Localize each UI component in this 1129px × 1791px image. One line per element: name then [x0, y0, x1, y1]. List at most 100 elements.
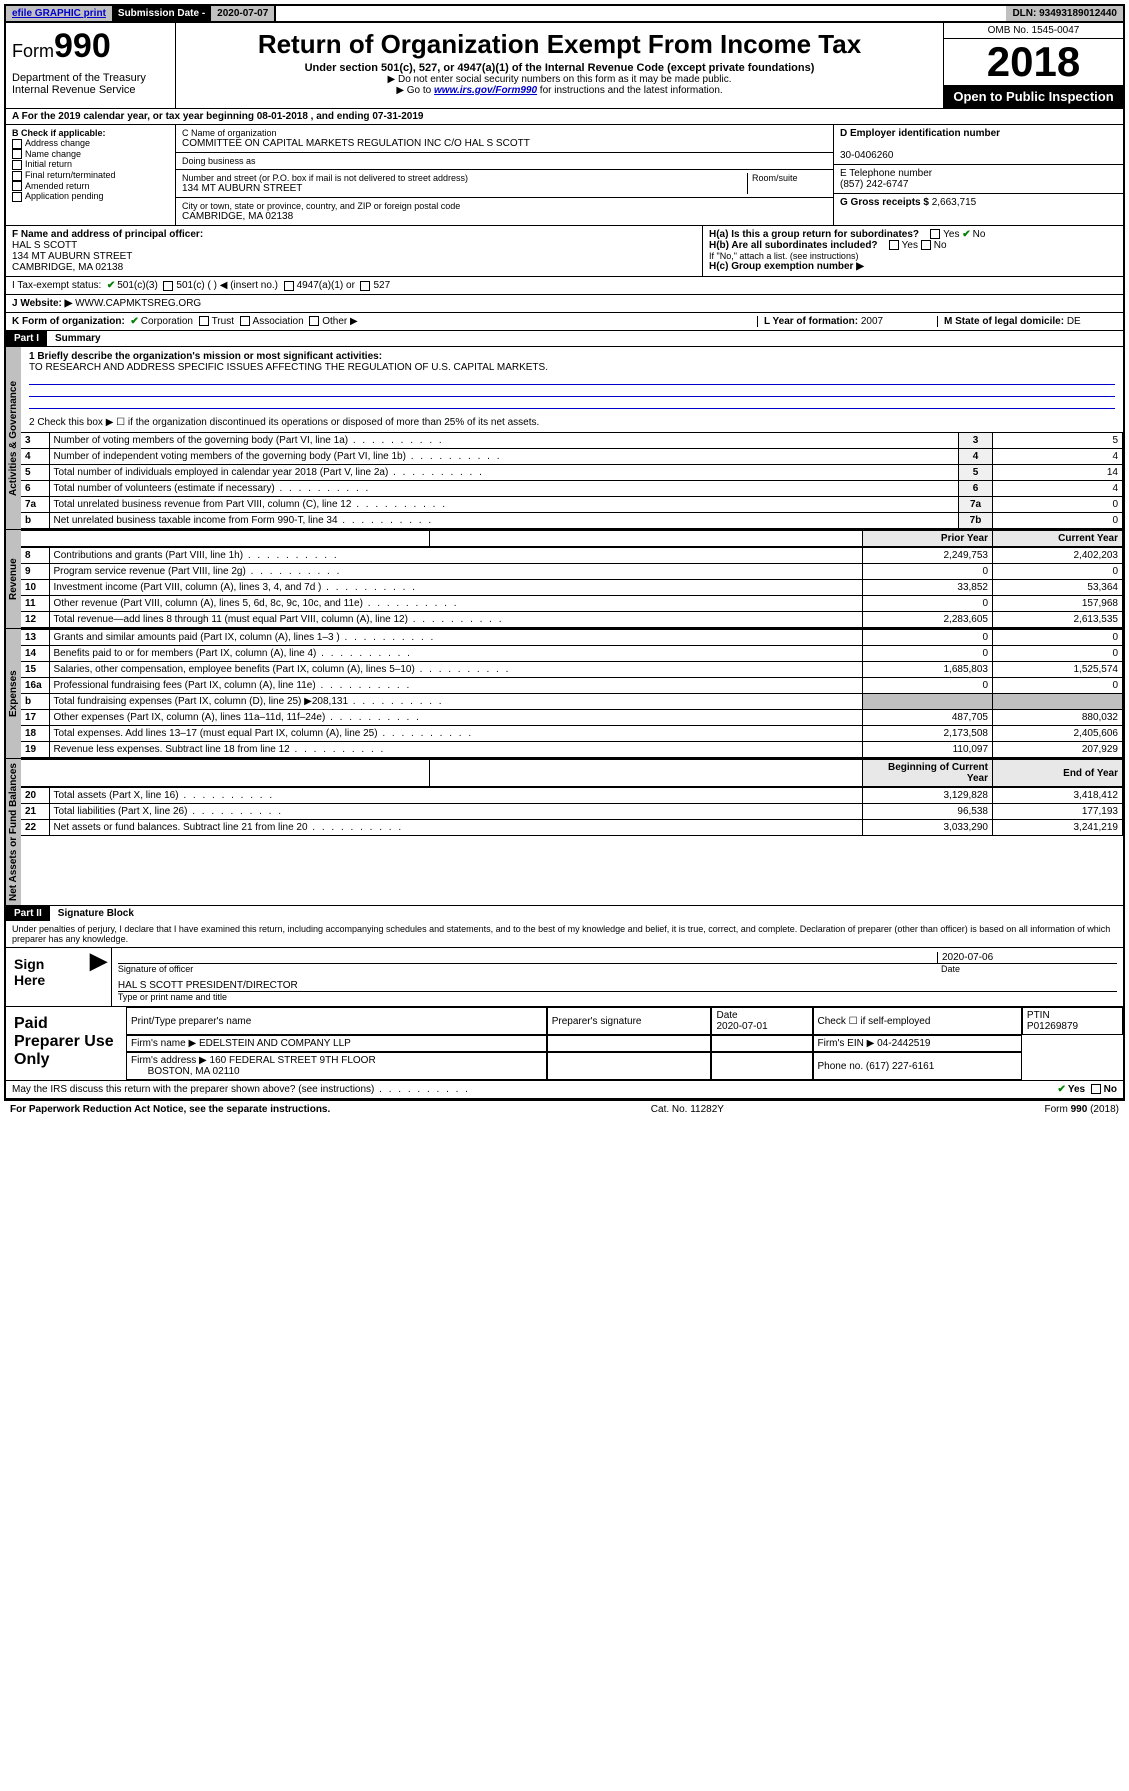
open-public-badge: Open to Public Inspection [944, 85, 1123, 108]
checkbox-hb-no[interactable] [921, 240, 931, 250]
table-row: 22 Net assets or fund balances. Subtract… [21, 820, 1123, 836]
box-i: I Tax-exempt status: 501(c)(3) 501(c) ( … [6, 277, 1123, 295]
checkbox-501c3[interactable] [107, 280, 117, 291]
period-row: A For the 2019 calendar year, or tax yea… [6, 109, 1123, 125]
table-row: b Net unrelated business taxable income … [21, 513, 1123, 529]
side-net: Net Assets or Fund Balances [6, 759, 21, 905]
firm-addr1: 160 FEDERAL STREET 9TH FLOOR [210, 1055, 376, 1066]
checkbox-final-return[interactable] [12, 171, 22, 181]
box-l: L Year of formation: 2007 [757, 316, 937, 327]
checkbox-ha-yes[interactable] [930, 229, 940, 239]
table-row: 14 Benefits paid to or for members (Part… [21, 646, 1123, 662]
checkbox-assoc[interactable] [240, 316, 250, 326]
subtitle3: ▶ Go to www.irs.gov/Form990 for instruct… [182, 85, 937, 96]
checkbox-corp[interactable] [130, 316, 140, 327]
checkbox-amended[interactable] [12, 181, 22, 191]
checkbox-discuss-no[interactable] [1091, 1084, 1101, 1094]
irs-link[interactable]: www.irs.gov/Form990 [434, 85, 537, 96]
checkbox-527[interactable] [360, 281, 370, 291]
phone: (857) 242-6747 [840, 179, 908, 190]
checkbox-discuss-yes[interactable] [1057, 1084, 1067, 1095]
org-name: COMMITTEE ON CAPITAL MARKETS REGULATION … [182, 138, 827, 149]
checkbox-ha-no[interactable] [962, 229, 972, 240]
table-row: 15 Salaries, other compensation, employe… [21, 662, 1123, 678]
box-h: H(a) Is this a group return for subordin… [703, 226, 1123, 276]
treasury-label: Department of the TreasuryInternal Reven… [12, 72, 169, 96]
efile-link[interactable]: efile GRAPHIC print [6, 6, 112, 21]
paid-preparer-block: Paid Preparer Use Only Print/Type prepar… [6, 1007, 1123, 1081]
form-body: Form990 Department of the TreasuryIntern… [4, 23, 1125, 1101]
table-row: 16a Professional fundraising fees (Part … [21, 678, 1123, 694]
side-expenses: Expenses [6, 629, 21, 758]
checkbox-other[interactable] [309, 316, 319, 326]
checkbox-4947[interactable] [284, 281, 294, 291]
entity-block: B Check if applicable: Address change Na… [6, 125, 1123, 226]
side-revenue: Revenue [6, 530, 21, 628]
topbar: efile GRAPHIC print Submission Date - 20… [4, 4, 1125, 23]
checkbox-hb-yes[interactable] [889, 240, 899, 250]
box-j: J Website: ▶ WWW.CAPMKTSREG.ORG [6, 295, 1123, 313]
firm-name: EDELSTEIN AND COMPANY LLP [199, 1038, 351, 1049]
form-number: Form990 [12, 27, 169, 66]
submission-date-label: Submission Date - [112, 6, 211, 21]
mission-text: TO RESEARCH AND ADDRESS SPECIFIC ISSUES … [29, 362, 548, 373]
org-city: CAMBRIDGE, MA 02138 [182, 211, 827, 222]
part2-header: Part IISignature Block [6, 906, 1123, 921]
tax-year: 2018 [944, 39, 1123, 85]
current-year-header: Current Year [993, 531, 1123, 547]
table-row: 20 Total assets (Part X, line 16) 3,129,… [21, 788, 1123, 804]
dln: DLN: 93493189012440 [1006, 6, 1123, 21]
table-row: 12 Total revenue—add lines 8 through 11 … [21, 612, 1123, 628]
footer: For Paperwork Reduction Act Notice, see … [4, 1101, 1125, 1118]
checkbox-name-change[interactable] [12, 149, 22, 159]
line2: 2 Check this box ▶ ☐ if the organization… [21, 413, 1123, 432]
table-row: 8 Contributions and grants (Part VIII, l… [21, 548, 1123, 564]
table-row: 11 Other revenue (Part VIII, column (A),… [21, 596, 1123, 612]
box-k: K Form of organization: Corporation Trus… [12, 316, 757, 327]
end-year-header: End of Year [993, 760, 1123, 787]
part1-header: Part ISummary [6, 331, 1123, 346]
table-row: 4 Number of independent voting members o… [21, 449, 1123, 465]
table-row: 13 Grants and similar amounts paid (Part… [21, 630, 1123, 646]
signer-name: HAL S SCOTT PRESIDENT/DIRECTOR [118, 980, 1117, 992]
box-g: G Gross receipts $ 2,663,715 [834, 194, 1123, 211]
table-row: 10 Investment income (Part VIII, column … [21, 580, 1123, 596]
subtitle1: Under section 501(c), 527, or 4947(a)(1)… [182, 62, 937, 74]
checkbox-app-pending[interactable] [12, 192, 22, 202]
submission-date: 2020-07-07 [211, 6, 276, 21]
table-row: 3 Number of voting members of the govern… [21, 433, 1123, 449]
box-d: D Employer identification number 30-0406… [834, 125, 1123, 165]
checkbox-trust[interactable] [199, 316, 209, 326]
table-row: 21 Total liabilities (Part X, line 26) 9… [21, 804, 1123, 820]
subtitle2: ▶ Do not enter social security numbers o… [182, 74, 937, 85]
box-b: B Check if applicable: Address change Na… [6, 125, 176, 225]
table-row: 17 Other expenses (Part IX, column (A), … [21, 710, 1123, 726]
table-row: b Total fundraising expenses (Part IX, c… [21, 694, 1123, 710]
checkbox-address-change[interactable] [12, 139, 22, 149]
checkbox-501c[interactable] [163, 281, 173, 291]
gross-receipts: 2,663,715 [932, 197, 977, 208]
org-street: 134 MT AUBURN STREET [182, 183, 747, 194]
table-row: 5 Total number of individuals employed i… [21, 465, 1123, 481]
checkbox-initial-return[interactable] [12, 160, 22, 170]
form-header: Form990 Department of the TreasuryIntern… [6, 23, 1123, 109]
beg-year-header: Beginning of Current Year [863, 760, 993, 787]
side-governance: Activities & Governance [6, 347, 21, 529]
firm-phone: (617) 227-6161 [866, 1061, 934, 1072]
perjury-statement: Under penalties of perjury, I declare th… [6, 921, 1123, 948]
sign-here-block: Sign Here ▶ 2020-07-06 Signature of offi… [6, 948, 1123, 1007]
omb-number: OMB No. 1545-0047 [944, 23, 1123, 39]
ein: 30-0406260 [840, 150, 893, 161]
discuss-row: May the IRS discuss this return with the… [6, 1081, 1123, 1099]
box-c: C Name of organization COMMITTEE ON CAPI… [176, 125, 833, 225]
table-row: 19 Revenue less expenses. Subtract line … [21, 742, 1123, 758]
prior-year-header: Prior Year [863, 531, 993, 547]
box-e: E Telephone number (857) 242-6747 [834, 165, 1123, 194]
firm-addr2: BOSTON, MA 02110 [148, 1066, 240, 1077]
table-row: 18 Total expenses. Add lines 13–17 (must… [21, 726, 1123, 742]
sign-date: 2020-07-06 [937, 952, 1117, 963]
box-f: F Name and address of principal officer:… [6, 226, 703, 276]
website: WWW.CAPMKTSREG.ORG [75, 298, 201, 309]
firm-ein: 04-2442519 [877, 1038, 930, 1049]
box-m: M State of legal domicile: DE [937, 316, 1117, 327]
